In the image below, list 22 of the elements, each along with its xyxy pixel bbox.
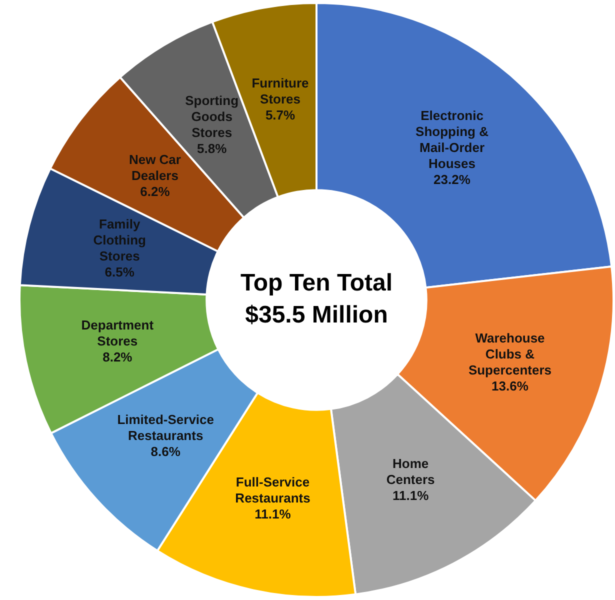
slice-label: Furniture Stores: [252, 75, 309, 106]
text: $35.5 Million: [245, 302, 388, 329]
data-label: 8.2%: [102, 349, 133, 364]
data-label: 23.2%: [434, 172, 471, 187]
data-label: 6.2%: [140, 184, 170, 199]
slice-label: Sporting Goods Stores: [185, 93, 239, 140]
data-label: 13.6%: [492, 378, 529, 394]
slice-label: Full-Service Restaurants: [235, 474, 310, 506]
data-label: 11.1%: [254, 506, 292, 522]
slice-label: Warehouse Clubs & Supercenters: [468, 330, 552, 378]
slice-label: Home Centers: [386, 456, 435, 487]
data-label: 11.1%: [392, 488, 430, 503]
data-label: 5.8%: [197, 141, 228, 156]
slice-label: New Car Dealers: [128, 152, 181, 183]
slice-label: Limited-Service Restaurants: [117, 412, 214, 444]
data-label: 8.6%: [150, 444, 181, 460]
slice-label: Electronic Shopping & Mail-Order Houses: [416, 108, 488, 171]
data-label: 6.5%: [104, 264, 135, 280]
text: Top Ten Total: [240, 270, 392, 297]
data-label: 5.7%: [265, 107, 296, 122]
slice-label: Family Clothing Stores: [93, 216, 146, 264]
slice-label: Department Stores: [81, 317, 154, 348]
